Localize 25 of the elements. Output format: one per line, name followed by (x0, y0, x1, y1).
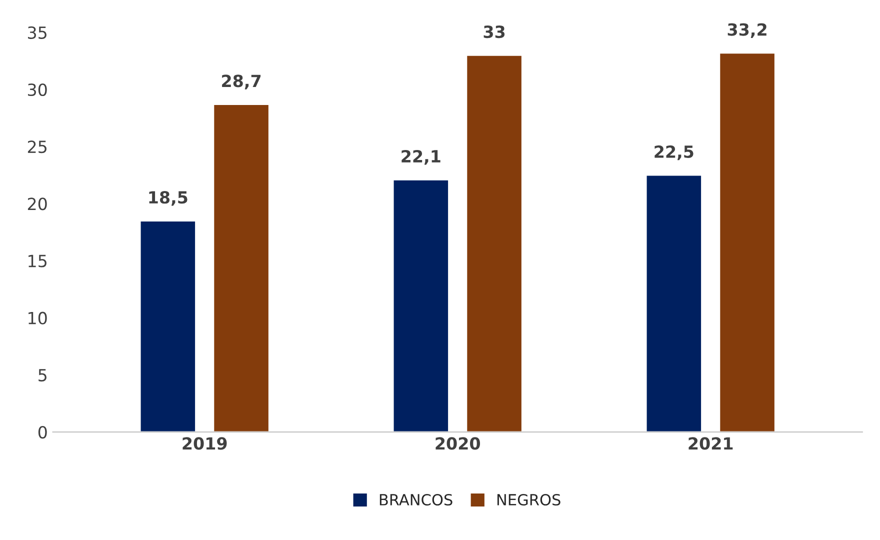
bar (139, 220, 196, 432)
y-tick-label: 35 (28, 26, 46, 39)
legend-label: BRANCOS (380, 494, 452, 506)
data-label: 22,5 (654, 145, 694, 160)
bar (645, 174, 702, 432)
y-tick-label: 0 (38, 426, 47, 439)
data-label: 28,7 (222, 74, 261, 90)
y-tick-label: 5 (38, 369, 46, 382)
x-tick-label: 2019 (182, 437, 227, 450)
data-label: 18,5 (149, 191, 188, 206)
bar (392, 178, 450, 432)
bar (718, 52, 776, 432)
bar (466, 54, 523, 432)
x-tick-label: 2020 (436, 437, 480, 450)
y-tick-label: 25 (28, 140, 46, 154)
data-label: 33 (484, 26, 505, 38)
y-tick-label: 20 (28, 198, 47, 210)
legend-label: NEGROS (497, 494, 560, 506)
y-tick-label: 15 (28, 254, 46, 268)
bar (212, 104, 270, 432)
y-tick-label: 10 (28, 312, 47, 324)
data-label: 33,2 (728, 23, 766, 38)
y-tick-label: 30 (28, 83, 47, 96)
data-label: 22,1 (402, 150, 440, 165)
x-tick-label: 2021 (688, 437, 733, 450)
